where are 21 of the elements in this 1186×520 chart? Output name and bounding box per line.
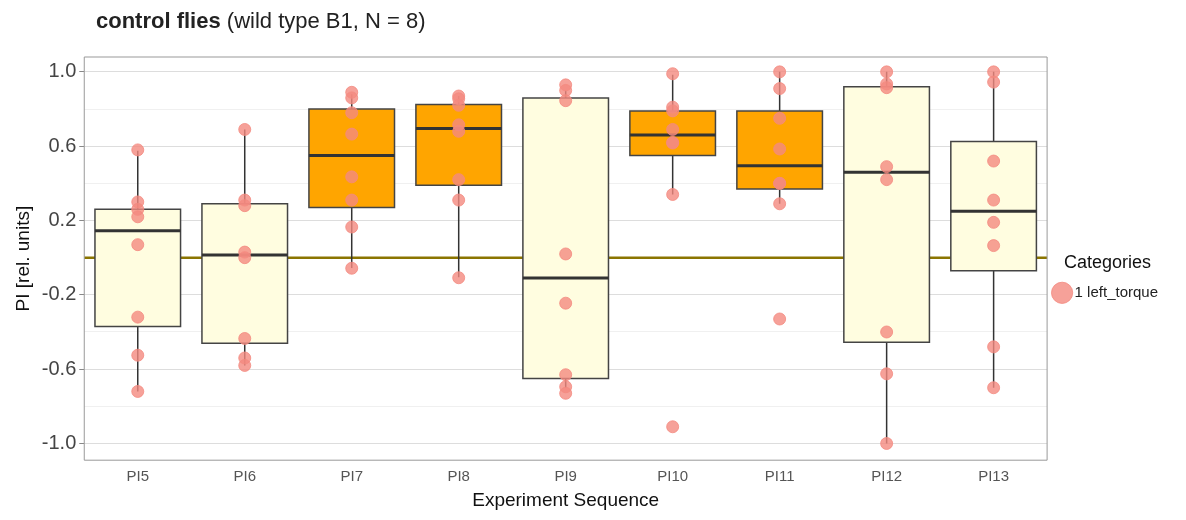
x-tick-label: PI12 — [871, 467, 903, 485]
y-tick-label: 0.2 — [48, 208, 77, 231]
y-tick-label: -1.0 — [41, 430, 77, 453]
x-tick-label: PI9 — [554, 467, 577, 485]
y-axis-title: PI [rel. units] — [11, 205, 33, 312]
x-tick-label: PI10 — [657, 467, 689, 485]
y-tick-label: -0.6 — [41, 356, 77, 379]
x-tick-label: PI7 — [340, 467, 363, 485]
x-tick-label: PI11 — [764, 467, 795, 485]
y-tick-label: 0.6 — [48, 133, 77, 156]
y-tick-label: -0.2 — [41, 282, 77, 305]
legend-label: 1 left_torque — [1074, 282, 1159, 300]
x-axis-title: Experiment Sequence — [472, 488, 660, 510]
x-tick-label: PI5 — [126, 467, 150, 485]
chart-title: control flies — [96, 8, 221, 33]
x-tick-label: PI6 — [233, 467, 256, 485]
chart-subtitle: (wild type B1, N = 8) — [225, 8, 426, 33]
x-tick-label: PI8 — [447, 467, 470, 485]
x-tick-label: PI13 — [978, 467, 1010, 485]
y-tick-label: 1.0 — [48, 59, 77, 82]
legend-title: Categories — [1064, 251, 1152, 272]
